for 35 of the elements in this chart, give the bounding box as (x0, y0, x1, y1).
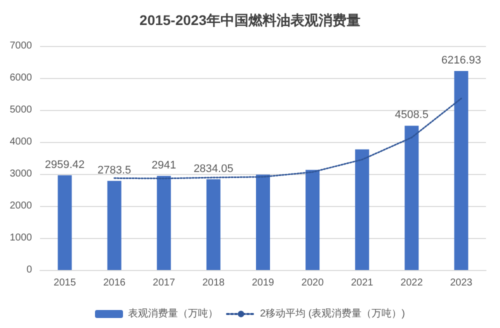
x-tick-label: 2017 (152, 278, 176, 288)
legend-label: 表观消费量（万吨） (128, 308, 218, 320)
y-tick-label: 0 (26, 264, 32, 276)
bar (256, 174, 270, 270)
x-tick-label: 2023 (450, 278, 473, 288)
bar (107, 180, 122, 270)
x-tick-label: 2021 (350, 278, 374, 288)
data-label: 2959.42 (44, 158, 85, 171)
data-label: 4508.5 (394, 109, 428, 122)
bar (306, 170, 320, 270)
x-tick-label: 2022 (400, 278, 424, 288)
data-label: 2783.5 (98, 164, 132, 176)
y-tick-label: 1000 (10, 232, 32, 244)
y-tick-label: 7000 (10, 40, 32, 52)
data-label: 2941 (152, 159, 176, 172)
bar (404, 126, 419, 270)
bar (355, 149, 370, 270)
data-label: 6216.93 (441, 54, 482, 67)
bar (454, 71, 468, 270)
chart-title: 2015-2023年中国燃料油表观消费量 (140, 12, 360, 28)
legend-label: 2移动平均 (表观消费量（万吨）) (260, 308, 405, 320)
x-tick-label: 2018 (202, 278, 226, 288)
bar (206, 179, 220, 270)
x-tick-label: 2016 (103, 278, 126, 288)
bar (156, 176, 171, 270)
bar (58, 175, 72, 270)
y-tick-label: 2000 (10, 200, 32, 212)
y-tick-label: 6000 (10, 72, 32, 84)
y-tick-label: 3000 (10, 168, 32, 180)
y-tick-label: 4000 (10, 136, 32, 148)
x-tick-label: 2020 (301, 278, 324, 288)
x-tick-label: 2019 (252, 278, 275, 288)
y-tick-label: 5000 (10, 104, 32, 116)
x-tick-label: 2015 (54, 278, 76, 288)
data-label: 2834.05 (194, 162, 234, 175)
